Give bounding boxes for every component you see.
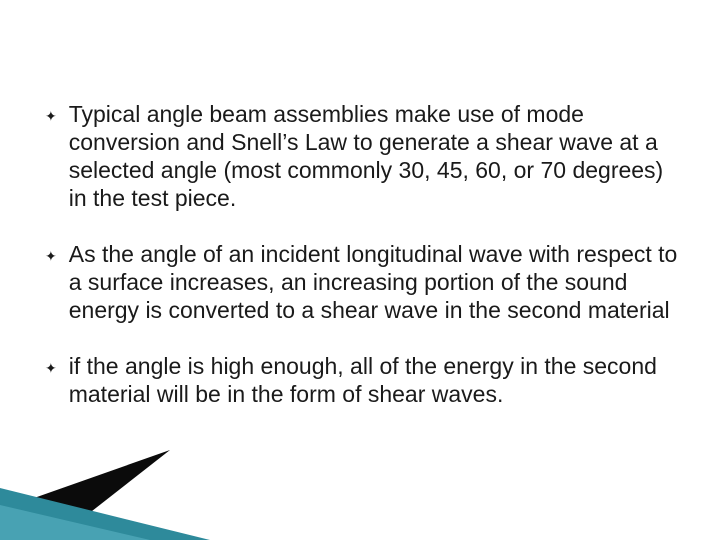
bullet-icon: ✦	[45, 248, 55, 265]
bullet-text: if the angle is high enough, all of the …	[69, 352, 680, 408]
accent-dark-shape	[0, 450, 170, 540]
slide: ✦ Typical angle beam assemblies make use…	[0, 0, 720, 540]
bullet-text: Typical angle beam assemblies make use o…	[69, 100, 680, 212]
list-item: ✦ As the angle of an incident longitudin…	[45, 240, 680, 324]
bullet-icon: ✦	[45, 360, 55, 377]
bullet-text: As the angle of an incident longitudinal…	[69, 240, 680, 324]
accent-teal-shape	[0, 488, 210, 540]
list-item: ✦ if the angle is high enough, all of th…	[45, 352, 680, 408]
bullet-icon: ✦	[45, 108, 55, 125]
list-item: ✦ Typical angle beam assemblies make use…	[45, 100, 680, 212]
bullet-list: ✦ Typical angle beam assemblies make use…	[45, 100, 680, 436]
corner-accent-graphic	[0, 450, 220, 540]
accent-teal-highlight	[0, 505, 150, 540]
